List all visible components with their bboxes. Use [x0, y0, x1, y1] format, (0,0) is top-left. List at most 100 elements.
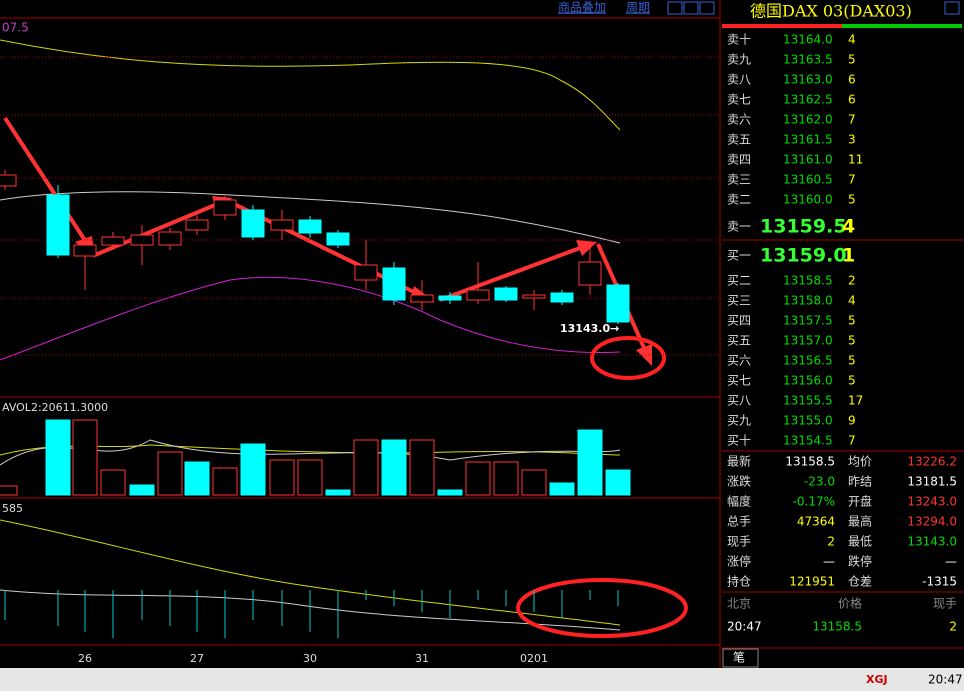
- book-volume: 17: [848, 394, 863, 408]
- candle-body: [354, 264, 378, 281]
- stat-value: 2: [827, 535, 835, 549]
- book-label: 卖四: [727, 153, 751, 167]
- close-button[interactable]: [944, 1, 960, 15]
- book-price: 13155.0: [783, 414, 833, 428]
- volume-bar: [409, 439, 435, 496]
- stat-value: 13226.2: [907, 455, 957, 469]
- book-volume: 5: [848, 53, 856, 67]
- x-axis-label: 0201: [520, 652, 548, 665]
- stat-label: 最高: [848, 514, 872, 529]
- indicator-label: 585: [2, 502, 23, 515]
- book-volume: 5: [848, 354, 856, 368]
- nav-button[interactable]: [683, 1, 699, 15]
- book-label: 卖一: [727, 220, 751, 234]
- book-label: 买三: [727, 294, 751, 308]
- quote-title: 德国DAX 03(DAX03): [750, 2, 912, 21]
- tick-header: 现手: [933, 597, 957, 611]
- volume-bar: [0, 485, 18, 496]
- stat-value: 13243.0: [907, 495, 957, 509]
- ma-line: [0, 276, 621, 361]
- book-price: 13160.5: [783, 173, 833, 187]
- book-volume: 7: [848, 173, 856, 187]
- volume-bar: [549, 482, 575, 496]
- book-price: 13159.5: [760, 216, 847, 238]
- candle-body: [130, 234, 154, 246]
- x-axis-label: 26: [78, 652, 92, 665]
- candle-body: [550, 292, 574, 303]
- book-volume: 5: [848, 314, 856, 328]
- book-price: 13156.5: [783, 354, 833, 368]
- book-label: 买二: [727, 274, 751, 288]
- book-label: 买九: [727, 414, 751, 428]
- volume-bar: [100, 469, 126, 496]
- tick-cell: 2: [949, 620, 957, 634]
- candle-body: [438, 295, 462, 301]
- volume-bar: [577, 429, 603, 496]
- volume-bar: [521, 469, 547, 496]
- stat-label: 最低: [848, 535, 872, 549]
- candle-body: [101, 236, 125, 246]
- book-label: 买一: [727, 249, 751, 263]
- volume-bar: [437, 489, 463, 496]
- x-axis-label: 31: [415, 652, 429, 665]
- x-axis-label: 27: [190, 652, 204, 665]
- stat-label: 现手: [727, 535, 751, 549]
- annotation-ellipse: [590, 336, 666, 380]
- stat-label: 总手: [727, 515, 751, 529]
- book-price: 13157.5: [783, 314, 833, 328]
- book-price: 13162.0: [783, 113, 833, 127]
- book-volume: 4: [848, 33, 856, 47]
- book-label: 卖十: [727, 33, 751, 47]
- book-volume: 9: [848, 414, 856, 428]
- book-label: 买十: [727, 434, 751, 448]
- kline-chart: 商品叠加 周期 07.5 13143.0→ AVOL2:20611.3000 5…: [0, 0, 721, 668]
- period-button[interactable]: 周期: [626, 1, 650, 15]
- nav-button[interactable]: [699, 1, 715, 15]
- candle-body: [270, 219, 294, 231]
- stat-label: 跌停: [848, 554, 872, 569]
- candle-body: [606, 284, 630, 323]
- stat-label: 仓差: [848, 575, 872, 589]
- volume-bar: [72, 419, 98, 496]
- candle-body: [213, 199, 237, 216]
- nav-button[interactable]: [667, 1, 683, 15]
- book-volume: 5: [848, 193, 856, 207]
- brand: XGJ: [866, 673, 888, 686]
- volume-bar: [605, 469, 631, 496]
- candle-body: [382, 267, 406, 301]
- stat-value: —: [823, 555, 835, 569]
- book-label: 卖九: [727, 53, 751, 67]
- book-volume: 11: [848, 153, 863, 167]
- book-label: 卖二: [727, 193, 751, 207]
- tick-cell: 20:47: [727, 620, 762, 634]
- volume-bar: [129, 484, 155, 496]
- stat-value: 121951: [789, 575, 835, 589]
- overlay-button[interactable]: 商品叠加: [558, 0, 606, 15]
- book-volume: 4: [842, 216, 855, 238]
- book-volume: 1: [842, 245, 855, 267]
- status-bar: [0, 668, 964, 691]
- book-price: 13154.5: [783, 434, 833, 448]
- book-price: 13162.5: [783, 93, 833, 107]
- ratio-bar: [842, 24, 962, 28]
- book-price: 13158.5: [783, 274, 833, 288]
- book-price: 13163.5: [783, 53, 833, 67]
- stat-value: -23.0: [804, 475, 835, 489]
- panel-bg: [722, 0, 964, 668]
- stat-label: 均价: [848, 455, 872, 469]
- x-axis-label: 30: [303, 652, 317, 665]
- tab[interactable]: [722, 648, 759, 668]
- tab-label[interactable]: 笔: [733, 650, 745, 665]
- volume-bar: [297, 459, 323, 496]
- ma-label: 07.5: [2, 21, 29, 35]
- stat-label: 涨停: [727, 554, 751, 569]
- volume-bar: [325, 489, 351, 496]
- indicator-line: [0, 519, 621, 626]
- quote-panel: 德国DAX 03(DAX03) 笔 卖十 13164.0 4 卖九 13163.5 5 卖八…: [722, 0, 964, 668]
- candle-body: [578, 261, 602, 286]
- candle-body: [185, 219, 209, 231]
- stat-value: -0.17%: [793, 495, 835, 509]
- book-label: 卖八: [727, 73, 751, 87]
- candle-body: [0, 174, 17, 187]
- book-volume: 6: [848, 73, 856, 87]
